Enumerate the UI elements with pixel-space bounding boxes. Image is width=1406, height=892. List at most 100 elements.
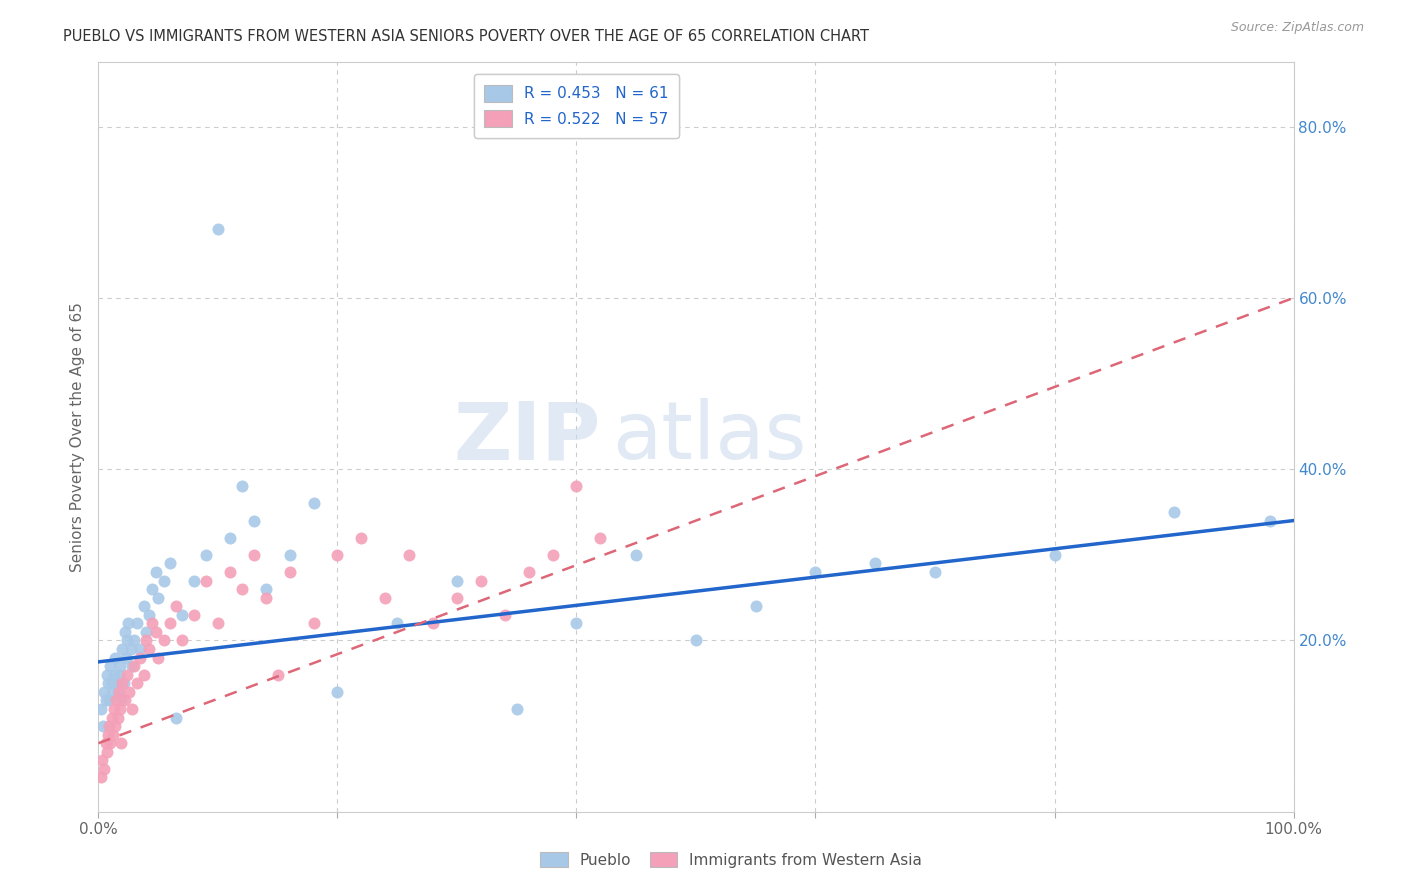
- Point: [91, 753, 114, 767]
- Point: [100, 676, 122, 690]
- Point: [517, 565, 540, 579]
- Point: [105, 693, 128, 707]
- Point: [589, 531, 612, 545]
- Point: [207, 222, 229, 236]
- Point: [141, 616, 163, 631]
- Point: [254, 591, 277, 605]
- Point: [104, 719, 127, 733]
- Point: [98, 693, 121, 707]
- Point: [115, 633, 138, 648]
- Point: [195, 548, 218, 562]
- Point: [97, 728, 120, 742]
- Point: [470, 574, 492, 588]
- Legend: R = 0.453   N = 61, R = 0.522   N = 57: R = 0.453 N = 61, R = 0.522 N = 57: [474, 74, 679, 138]
- Point: [804, 565, 827, 579]
- Point: [125, 616, 148, 631]
- Text: atlas: atlas: [613, 398, 807, 476]
- Point: [96, 745, 118, 759]
- Point: [112, 676, 135, 690]
- Point: [219, 565, 242, 579]
- Point: [108, 659, 131, 673]
- Point: [172, 633, 194, 648]
- Point: [93, 762, 115, 776]
- Point: [104, 650, 127, 665]
- Point: [1043, 548, 1066, 562]
- Point: [1163, 505, 1185, 519]
- Point: [165, 710, 187, 724]
- Point: [91, 719, 114, 733]
- Point: [172, 607, 194, 622]
- Point: [446, 591, 468, 605]
- Point: [422, 616, 444, 631]
- Point: [124, 659, 146, 673]
- Point: [302, 496, 325, 510]
- Point: [108, 702, 131, 716]
- Point: [183, 607, 205, 622]
- Point: [90, 771, 112, 785]
- Point: [101, 728, 124, 742]
- Point: [159, 557, 181, 571]
- Point: [541, 548, 564, 562]
- Point: [267, 667, 290, 681]
- Point: [183, 574, 205, 588]
- Point: [148, 650, 170, 665]
- Point: [565, 616, 588, 631]
- Point: [278, 565, 301, 579]
- Point: [385, 616, 409, 631]
- Point: [114, 624, 136, 639]
- Point: [129, 642, 152, 657]
- Point: [278, 548, 301, 562]
- Point: [118, 685, 141, 699]
- Point: [101, 685, 124, 699]
- Point: [132, 667, 155, 681]
- Text: Source: ZipAtlas.com: Source: ZipAtlas.com: [1230, 21, 1364, 34]
- Point: [374, 591, 396, 605]
- Y-axis label: Seniors Poverty Over the Age of 65: Seniors Poverty Over the Age of 65: [69, 302, 84, 572]
- Point: [117, 616, 139, 631]
- Point: [114, 693, 136, 707]
- Point: [107, 685, 129, 699]
- Legend: Pueblo, Immigrants from Western Asia: Pueblo, Immigrants from Western Asia: [533, 844, 929, 875]
- Point: [141, 582, 163, 596]
- Point: [138, 642, 160, 657]
- Point: [506, 702, 529, 716]
- Point: [195, 574, 218, 588]
- Point: [90, 702, 112, 716]
- Point: [254, 582, 277, 596]
- Point: [494, 607, 516, 622]
- Point: [115, 650, 138, 665]
- Point: [243, 548, 266, 562]
- Point: [107, 667, 129, 681]
- Point: [145, 565, 167, 579]
- Point: [110, 693, 132, 707]
- Point: [159, 616, 181, 631]
- Point: [97, 676, 120, 690]
- Point: [398, 548, 420, 562]
- Point: [111, 676, 134, 690]
- Point: [924, 565, 946, 579]
- Text: PUEBLO VS IMMIGRANTS FROM WESTERN ASIA SENIORS POVERTY OVER THE AGE OF 65 CORREL: PUEBLO VS IMMIGRANTS FROM WESTERN ASIA S…: [63, 29, 869, 45]
- Point: [124, 633, 146, 648]
- Point: [107, 685, 129, 699]
- Point: [1258, 514, 1281, 528]
- Point: [148, 591, 170, 605]
- Point: [745, 599, 768, 614]
- Point: [121, 659, 143, 673]
- Point: [98, 719, 121, 733]
- Point: [121, 702, 143, 716]
- Point: [153, 633, 176, 648]
- Point: [326, 548, 349, 562]
- Point: [302, 616, 325, 631]
- Point: [626, 548, 648, 562]
- Point: [115, 667, 138, 681]
- Point: [243, 514, 266, 528]
- Point: [96, 667, 118, 681]
- Point: [446, 574, 468, 588]
- Point: [94, 693, 117, 707]
- Point: [135, 633, 157, 648]
- Point: [132, 599, 155, 614]
- Point: [138, 607, 160, 622]
- Point: [103, 702, 125, 716]
- Point: [110, 736, 132, 750]
- Point: [94, 736, 117, 750]
